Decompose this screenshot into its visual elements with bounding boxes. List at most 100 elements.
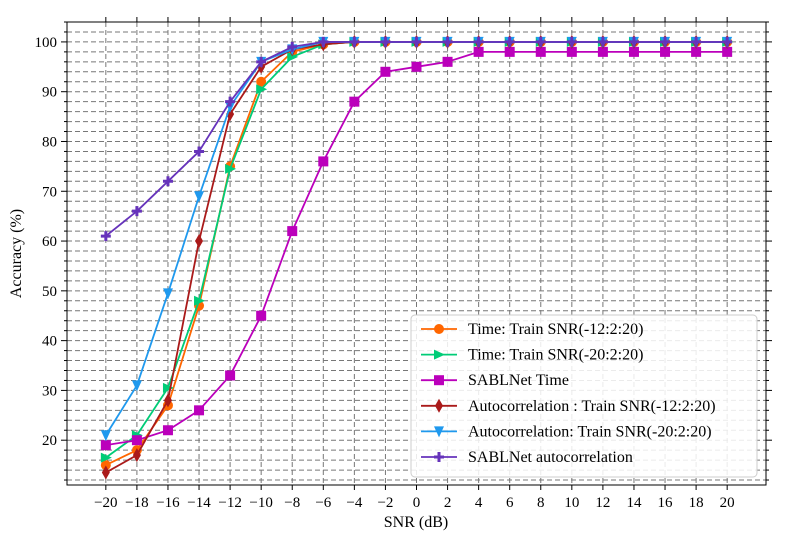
x-tick-label: 12 [595, 495, 610, 511]
x-tick-label: −4 [346, 495, 362, 511]
y-tick-label: 20 [42, 433, 57, 449]
y-tick-label: 100 [35, 35, 58, 51]
legend-label: Time: Train SNR(-20:2:20) [468, 347, 643, 364]
legend-marker [434, 324, 444, 334]
data-point [473, 46, 484, 57]
legend-marker [435, 398, 443, 413]
x-tick-label: −2 [377, 495, 393, 511]
y-tick-label: 30 [42, 383, 57, 399]
legend-marker [434, 349, 445, 360]
data-point [163, 393, 172, 408]
data-point [132, 448, 141, 463]
data-point [195, 234, 204, 249]
x-tick-label: 4 [475, 495, 483, 511]
data-point [691, 46, 702, 57]
data-point [504, 46, 515, 57]
data-point [100, 440, 111, 451]
data-point [628, 36, 639, 47]
data-point [101, 465, 110, 480]
data-point [225, 96, 236, 107]
x-tick-label: 6 [506, 495, 514, 511]
y-tick-label: 60 [42, 234, 57, 250]
x-tick-label: −18 [125, 495, 148, 511]
x-tick-label: −16 [156, 495, 180, 511]
series-3 [100, 46, 733, 451]
data-point [597, 46, 608, 57]
data-point [566, 46, 577, 57]
legend-marker [434, 375, 444, 386]
x-tick-label: −20 [94, 495, 117, 511]
data-point [349, 96, 360, 107]
legend-label: Time: Train SNR(-12:2:20) [468, 321, 643, 338]
legend-label: Autocorrelation : Train SNR(-12:2:20) [468, 398, 716, 415]
data-point [566, 36, 577, 47]
legend-label: SABLNet autocorrelation [468, 449, 633, 466]
x-tick-label: −14 [187, 495, 211, 511]
legend-item-1: Time: Train SNR(-12:2:20) [421, 321, 643, 338]
x-tick-label: 16 [658, 495, 674, 511]
legend-item-5: Autocorrelation: Train SNR(-20:2:20) [421, 423, 712, 440]
x-tick-label: 18 [689, 495, 704, 511]
data-point [628, 46, 639, 57]
data-point [162, 288, 173, 300]
y-tick-label: 70 [42, 184, 57, 200]
data-point [473, 36, 484, 47]
data-point [100, 460, 111, 471]
x-tick-label: −12 [218, 495, 241, 511]
data-point [349, 36, 360, 47]
legend-label: SABLNet Time [468, 372, 569, 389]
legend-item-6: SABLNet autocorrelation [421, 449, 633, 466]
data-point [256, 76, 267, 87]
data-point [194, 295, 206, 306]
data-point [691, 36, 702, 47]
x-tick-label: 20 [720, 495, 735, 511]
legend-marker [434, 452, 444, 462]
legend-marker [434, 426, 444, 438]
x-tick-label: 0 [413, 495, 421, 511]
data-point [380, 36, 391, 47]
data-point [535, 36, 546, 47]
data-point [194, 146, 205, 157]
y-tick-label: 80 [42, 134, 57, 150]
data-point [131, 435, 142, 446]
legend-item-2: Time: Train SNR(-20:2:20) [421, 347, 643, 364]
data-point [100, 430, 111, 442]
data-point [442, 56, 453, 67]
x-tick-label: −6 [315, 495, 331, 511]
x-tick-label: −8 [284, 495, 300, 511]
data-point [318, 156, 329, 167]
legend-label: Autocorrelation: Train SNR(-20:2:20) [468, 423, 712, 440]
data-point [100, 452, 112, 463]
data-point [660, 36, 671, 47]
y-tick-label: 90 [42, 85, 57, 101]
x-tick-label: 14 [626, 495, 642, 511]
data-point [287, 41, 298, 52]
data-point [225, 163, 237, 174]
data-point [722, 46, 733, 57]
data-point [256, 310, 267, 321]
data-point [597, 36, 608, 47]
data-point [442, 36, 453, 47]
data-point [411, 36, 422, 47]
series-group [100, 34, 734, 480]
x-tick-label: 10 [564, 495, 579, 511]
data-point [535, 46, 546, 57]
legend-item-3: SABLNet Time [421, 372, 569, 389]
data-point [256, 84, 268, 95]
data-point [100, 231, 111, 242]
x-tick-label: 2 [444, 495, 452, 511]
data-point [225, 370, 236, 381]
data-point [131, 380, 142, 392]
data-point [256, 56, 267, 67]
legend-item-4: Autocorrelation : Train SNR(-12:2:20) [421, 398, 716, 415]
data-point [194, 191, 205, 203]
data-point [318, 36, 329, 47]
x-tick-label: 8 [537, 495, 545, 511]
data-point [504, 36, 515, 47]
data-point [660, 46, 671, 57]
x-axis-label: SNR (dB) [384, 514, 448, 531]
y-axis-label: Accuracy (%) [8, 209, 25, 298]
data-point [162, 382, 174, 393]
legend: Time: Train SNR(-12:2:20) Time: Train SNR… [410, 314, 758, 478]
